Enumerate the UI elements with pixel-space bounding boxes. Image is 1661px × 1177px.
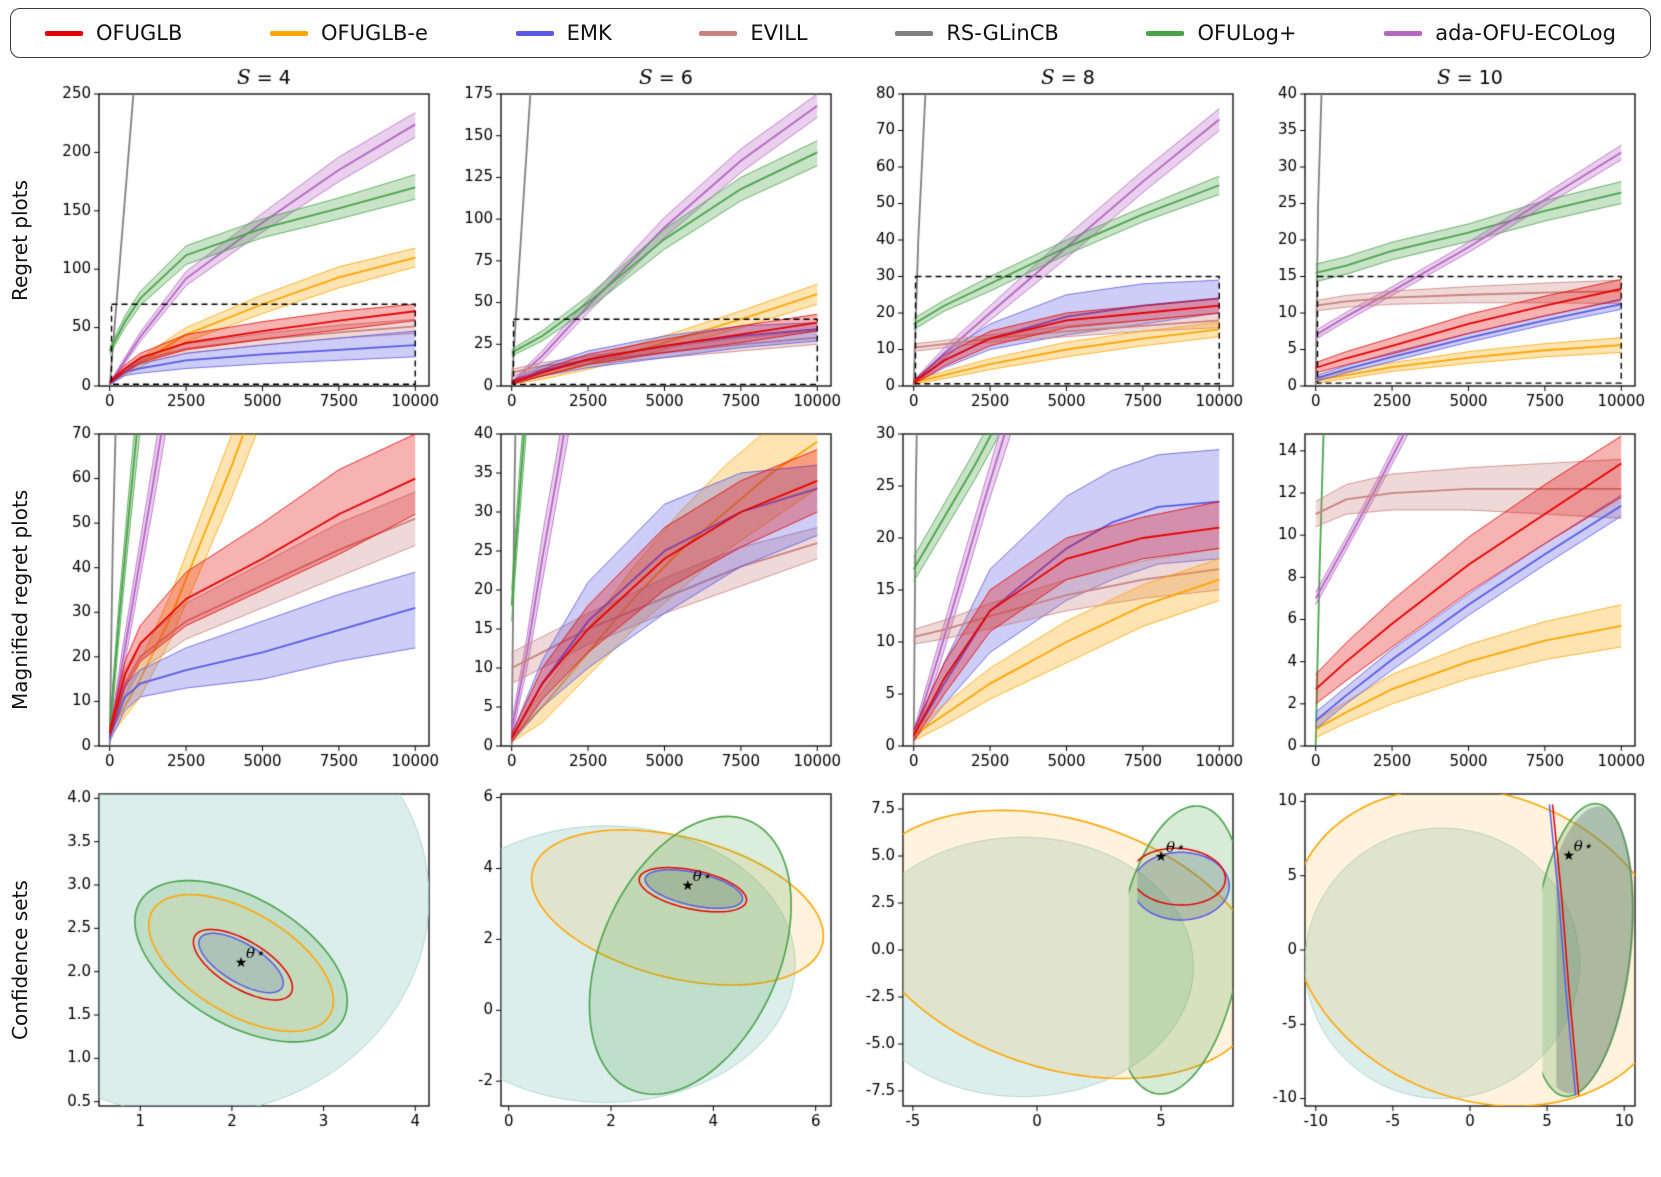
legend-line-swatch-ofuglb-e	[270, 30, 309, 36]
legend-line-swatch-ada-ofu-ecolog	[1384, 30, 1423, 36]
confidence-sets-s4	[41, 782, 441, 1138]
magnified-regret-plot-s6	[443, 422, 843, 778]
row-label-regret-plots: Regret plots	[8, 179, 32, 301]
legend-label-ada-ofu-ecolog: ada-OFU-ECOLog	[1435, 21, 1616, 45]
legend-line-swatch-emk	[515, 30, 554, 36]
legend-item-ofulog: OFULog+	[1146, 21, 1297, 45]
row-confidence-sets: Confidence sets	[0, 782, 1661, 1138]
row-label-magnified-regret-plots: Magnified regret plots	[8, 489, 32, 711]
legend: OFUGLB OFUGLB-e EMK EVILL RS-GLinCB OFUL…	[10, 8, 1651, 58]
regret-plot-s4	[41, 62, 441, 418]
confidence-sets-s10	[1247, 782, 1647, 1138]
magnified-regret-plot-s8	[845, 422, 1245, 778]
confidence-sets-s6	[443, 782, 843, 1138]
confidence-sets-s8	[845, 782, 1245, 1138]
legend-item-ofuglb: OFUGLB	[45, 21, 182, 45]
magnified-regret-plot-s10	[1247, 422, 1647, 778]
legend-label-emk: EMK	[566, 21, 612, 45]
legend-label-ofuglb: OFUGLB	[96, 21, 183, 45]
legend-line-swatch-rs-glincb	[895, 30, 934, 36]
regret-plot-s8	[845, 62, 1245, 418]
magnified-regret-plot-s4	[41, 422, 441, 778]
legend-line-swatch-evill	[699, 30, 738, 36]
legend-label-ofulog: OFULog+	[1197, 21, 1297, 45]
row-regret-plots: Regret plots	[0, 62, 1661, 418]
regret-plot-s6	[443, 62, 843, 418]
regret-plot-s10	[1247, 62, 1647, 418]
legend-item-emk: EMK	[515, 21, 612, 45]
legend-item-evill: EVILL	[699, 21, 808, 45]
legend-label-evill: EVILL	[750, 21, 808, 45]
row-label-confidence-sets: Confidence sets	[8, 880, 32, 1040]
plot-grid: Regret plots Magnified regret plots Conf…	[0, 62, 1661, 1138]
legend-line-swatch-ofulog	[1146, 30, 1185, 36]
legend-item-ada-ofu-ecolog: ada-OFU-ECOLog	[1384, 21, 1616, 45]
row-magnified-regret-plots: Magnified regret plots	[0, 422, 1661, 778]
legend-item-rs-glincb: RS-GLinCB	[895, 21, 1059, 45]
legend-item-ofuglb-e: OFUGLB-e	[270, 21, 428, 45]
legend-label-rs-glincb: RS-GLinCB	[946, 21, 1059, 45]
legend-line-swatch-ofuglb	[45, 30, 83, 36]
legend-label-ofuglb-e: OFUGLB-e	[321, 21, 428, 45]
